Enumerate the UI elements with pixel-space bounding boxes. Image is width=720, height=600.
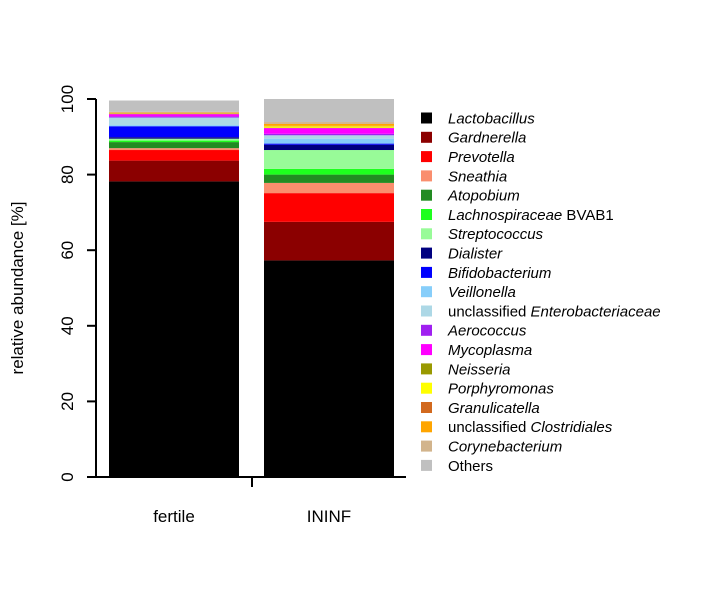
legend-swatch: [421, 170, 432, 182]
legend-label: Granulicatella: [448, 400, 540, 417]
y-axis: 0 20 40 60 80 100: [58, 85, 97, 482]
y-tick-label: 80: [58, 165, 77, 184]
y-tick-label: 60: [58, 241, 77, 260]
y-tick-label: 40: [58, 316, 77, 335]
legend-label: Neisseria: [448, 361, 511, 378]
bar-segment-ininf-12: [264, 128, 394, 134]
x-tick-label-fertile: fertile: [153, 507, 195, 526]
legend-swatch: [421, 305, 432, 317]
bar-segment-ininf-14: [264, 126, 394, 128]
bar-segment-ininf-5: [264, 168, 394, 175]
legend-swatch: [421, 382, 432, 394]
bar-segment-fertile-10: [109, 117, 239, 126]
legend-swatch: [421, 189, 432, 201]
bar-segment-fertile-2: [109, 150, 239, 161]
legend-label: Sneathia: [448, 168, 507, 185]
legend-swatch: [421, 402, 432, 413]
bar-segment-ininf-16: [264, 123, 394, 126]
bar-segment-ininf-1: [264, 221, 394, 261]
legend-label: Bifidobacterium: [448, 265, 551, 282]
legend-swatch: [421, 112, 432, 124]
legend-label: Corynebacterium: [448, 439, 562, 456]
bar-segment-ininf-18: [264, 99, 394, 123]
bar-segment-fertile-5: [109, 140, 239, 143]
legend-swatch: [421, 363, 432, 375]
bar-segment-fertile-6: [109, 138, 239, 141]
legend-swatch: [421, 209, 432, 220]
bar-segment-fertile-11: [109, 116, 239, 118]
legend: Lactobacillus Gardnerella Prevotella Sneath…: [421, 110, 661, 475]
legend-swatch: [421, 324, 432, 336]
y-axis-label: relative abundance [%]: [8, 202, 27, 375]
y-tick-label: 0: [58, 472, 77, 481]
bar-segment-ininf-17: [264, 122, 394, 124]
legend-label: Prevotella: [448, 149, 515, 166]
bar-segment-fertile-8: [109, 126, 239, 138]
bar-segment-ininf-7: [264, 144, 394, 151]
legend-label: Others: [448, 458, 493, 475]
legend-swatch: [421, 131, 432, 143]
legend-label: Gardnerella: [448, 130, 526, 147]
bar-segment-ininf-6: [264, 150, 394, 169]
bar-group: [109, 99, 394, 478]
legend-swatch: [421, 286, 432, 298]
y-tick-label: 100: [58, 85, 77, 113]
legend-swatch: [421, 344, 432, 356]
legend-label: unclassified Clostridiales: [448, 419, 613, 436]
legend-label: Porphyromonas: [448, 381, 554, 398]
legend-label: unclassified Enterobacteriaceae: [448, 303, 661, 320]
legend-swatch: [421, 247, 432, 259]
x-axis: fertile ININF: [96, 476, 406, 526]
legend-label: Lachnospiraceae BVAB1: [448, 207, 614, 224]
bar-segment-ininf-11: [264, 133, 394, 136]
bar-segment-ininf-2: [264, 193, 394, 222]
bar-segment-fertile-9: [109, 125, 239, 127]
bar-segment-fertile-18: [109, 100, 239, 112]
legend-label: Dialister: [448, 246, 503, 263]
legend-swatch: [421, 440, 432, 452]
bar-segment-fertile-1: [109, 160, 239, 182]
legend-swatch: [421, 266, 432, 278]
y-tick-label: 20: [58, 392, 77, 411]
legend-swatch: [421, 228, 432, 240]
bar-segment-ininf-10: [264, 135, 394, 139]
bar-segment-ininf-3: [264, 182, 394, 194]
legend-label: Streptococcus: [448, 226, 544, 243]
bar-segment-fertile-7: [109, 137, 239, 139]
legend-label: Mycoplasma: [448, 342, 532, 359]
bar-segment-fertile-4: [109, 142, 239, 149]
legend-swatch: [421, 459, 432, 471]
bar-segment-ininf-4: [264, 174, 394, 183]
bar-segment-fertile-12: [109, 114, 239, 117]
x-tick-label-ininf: ININF: [307, 507, 351, 526]
bar-segment-ininf-0: [264, 260, 394, 477]
bar-segment-ininf-8: [264, 143, 394, 145]
legend-label: Veillonella: [448, 284, 516, 301]
legend-label: Aerococcus: [447, 323, 527, 340]
legend-label: Atopobium: [447, 188, 520, 205]
bar-segment-fertile-0: [109, 181, 239, 478]
bar-segment-fertile-17: [109, 111, 239, 113]
bar-segment-ininf-9: [264, 138, 394, 144]
legend-label: Lactobacillus: [448, 110, 535, 127]
legend-swatch: [421, 151, 432, 163]
legend-swatch: [421, 421, 432, 433]
bar-segment-fertile-3: [109, 148, 239, 151]
